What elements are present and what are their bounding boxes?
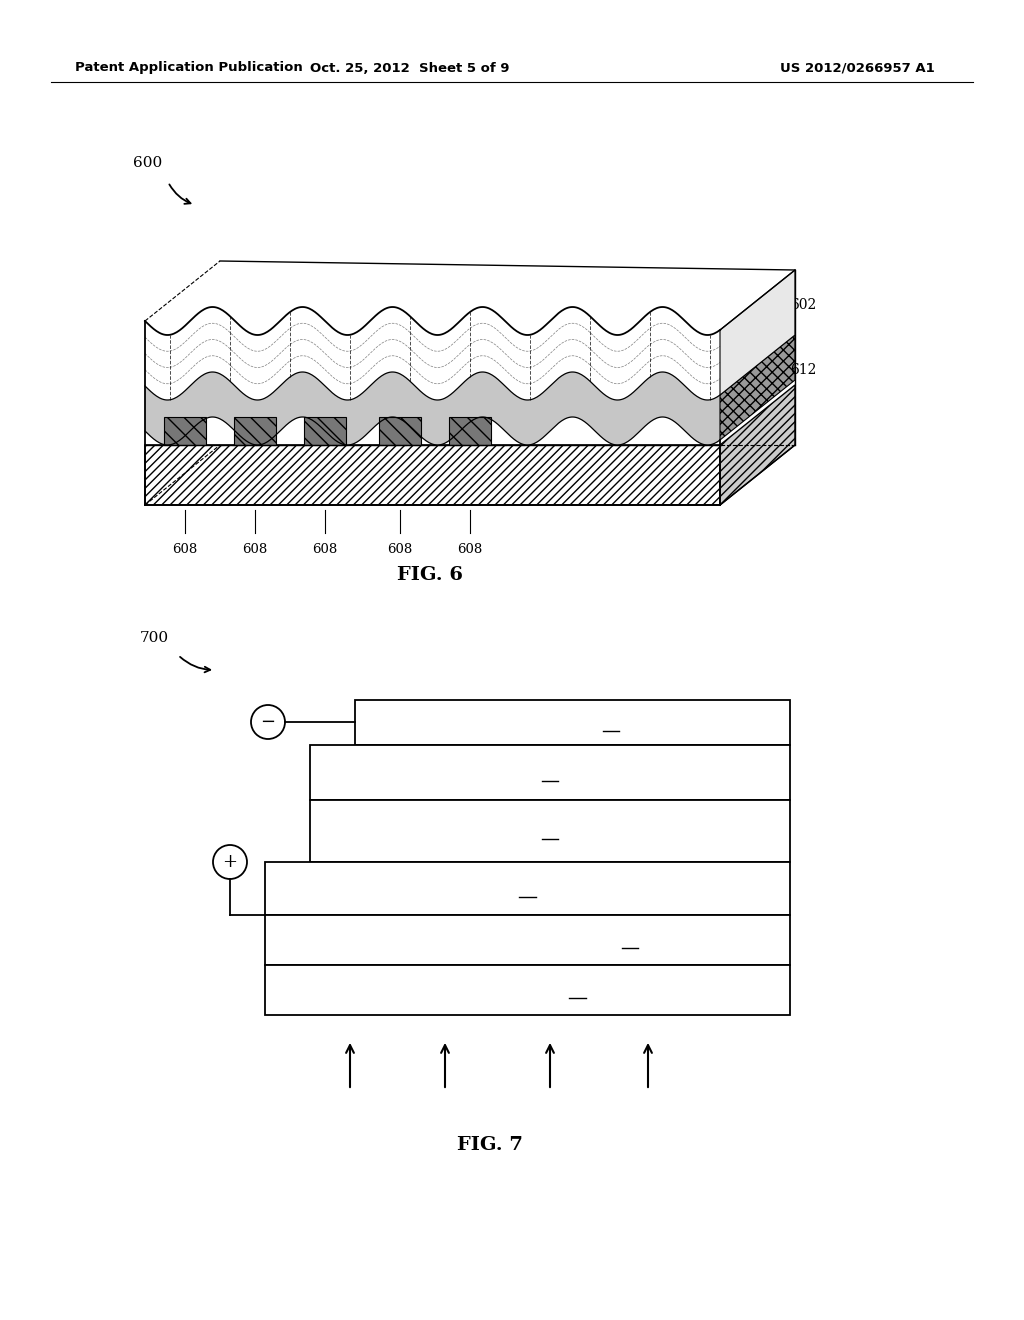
Text: 608: 608 bbox=[243, 543, 267, 556]
Text: 608: 608 bbox=[172, 543, 198, 556]
Bar bbox=[265, 965, 790, 1015]
Polygon shape bbox=[145, 308, 720, 400]
Text: 700: 700 bbox=[140, 631, 169, 645]
Text: Substrate: Substrate bbox=[481, 983, 550, 997]
Text: 608: 608 bbox=[387, 543, 413, 556]
Text: 602: 602 bbox=[790, 298, 816, 312]
Text: Patent Application Publication: Patent Application Publication bbox=[75, 62, 303, 74]
Bar bbox=[449, 417, 490, 445]
Text: Cathode: Cathode bbox=[530, 715, 590, 730]
Bar bbox=[355, 700, 790, 744]
Bar bbox=[310, 800, 790, 862]
Polygon shape bbox=[720, 271, 795, 395]
Text: Oct. 25, 2012  Sheet 5 of 9: Oct. 25, 2012 Sheet 5 of 9 bbox=[310, 62, 510, 74]
Text: US 2012/0266957 A1: US 2012/0266957 A1 bbox=[780, 62, 935, 74]
Bar bbox=[164, 417, 206, 445]
Text: +: + bbox=[222, 853, 238, 871]
Polygon shape bbox=[145, 445, 720, 506]
Text: 608: 608 bbox=[312, 543, 338, 556]
Bar bbox=[304, 417, 346, 445]
Polygon shape bbox=[720, 335, 795, 440]
Bar bbox=[310, 744, 790, 800]
Text: 706: 706 bbox=[537, 824, 563, 838]
Polygon shape bbox=[145, 372, 720, 445]
Text: FIG. 6: FIG. 6 bbox=[397, 566, 463, 583]
Bar bbox=[234, 417, 276, 445]
Bar bbox=[265, 862, 790, 915]
Text: Anode with Grating: Anode with Grating bbox=[446, 933, 585, 946]
Text: 608: 608 bbox=[458, 543, 482, 556]
Polygon shape bbox=[720, 385, 795, 506]
Text: −: − bbox=[260, 713, 275, 731]
Text: 702: 702 bbox=[616, 933, 643, 946]
Text: 712: 712 bbox=[564, 983, 591, 997]
Text: 704: 704 bbox=[598, 715, 625, 730]
Text: FIG. 7: FIG. 7 bbox=[457, 1137, 523, 1154]
Bar bbox=[379, 417, 421, 445]
Text: 612: 612 bbox=[790, 363, 816, 378]
Text: 600: 600 bbox=[133, 156, 162, 170]
Text: 710: 710 bbox=[514, 882, 541, 895]
Text: 708: 708 bbox=[537, 766, 563, 780]
Bar bbox=[265, 915, 790, 965]
